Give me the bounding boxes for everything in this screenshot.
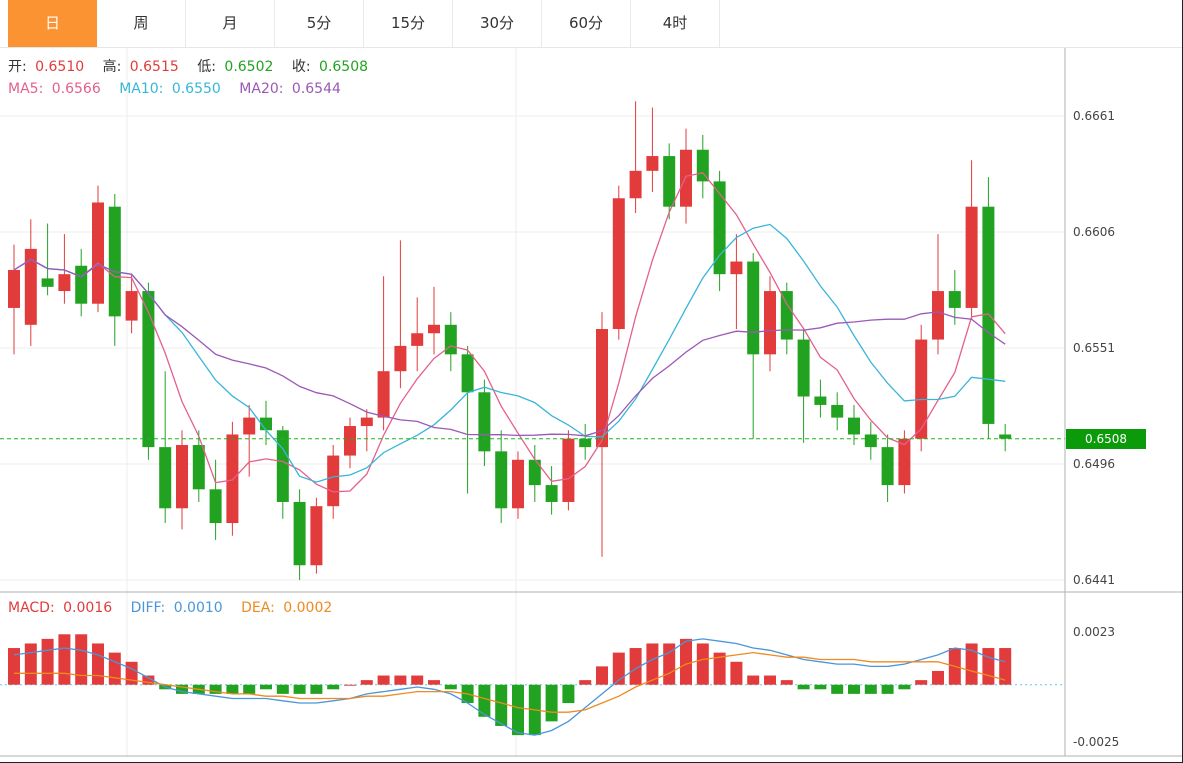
current-price-badge: 0.6508 <box>1066 428 1146 449</box>
tab-day[interactable]: 日 <box>8 0 97 47</box>
ma20-label: MA20: <box>239 81 284 97</box>
tab-30min[interactable]: 30分 <box>453 0 542 47</box>
low-label: 低: <box>197 59 216 75</box>
diff-label: DIFF: <box>130 600 166 616</box>
ma5-label: MA5: <box>8 81 44 97</box>
macd-label: MACD: <box>8 600 55 616</box>
macd-pane <box>0 634 1065 736</box>
open-value: 0.6510 <box>35 59 85 75</box>
candlestick-macd-chart[interactable]: 0.6661 0.6606 0.6551 0.6496 0.6441 0.0023 -0.0… <box>0 48 1183 763</box>
axes: 0.6661 0.6606 0.6551 0.6496 0.6441 0.0023 -0.0… <box>0 48 1182 757</box>
svg-text:0.6606: 0.6606 <box>1073 225 1115 239</box>
ma10-value: 0.6550 <box>171 81 221 97</box>
open-label: 开: <box>8 59 27 75</box>
svg-text:0.6551: 0.6551 <box>1073 341 1115 355</box>
ma-lines <box>13 172 1006 493</box>
dea-value: 0.0002 <box>283 600 333 616</box>
tab-week[interactable]: 周 <box>97 0 186 47</box>
tab-4hour[interactable]: 4时 <box>631 0 720 47</box>
chart-area: 0.6661 0.6606 0.6551 0.6496 0.6441 0.0023 -0.0… <box>0 48 1183 763</box>
macd-value: 0.0016 <box>63 600 113 616</box>
svg-text:-0.0025: -0.0025 <box>1073 735 1119 749</box>
high-label: 高: <box>102 59 122 75</box>
svg-text:0.0023: 0.0023 <box>1073 625 1115 639</box>
high-value: 0.6515 <box>129 59 179 75</box>
ma10-label: MA10: <box>119 81 164 97</box>
tab-60min[interactable]: 60分 <box>542 0 631 47</box>
low-value: 0.6502 <box>224 59 274 75</box>
tab-5min[interactable]: 5分 <box>275 0 364 47</box>
dea-label: DEA: <box>241 600 275 616</box>
timeframe-tabbar: 日周月 5分 15分 30分 60分 4时 <box>0 0 1182 48</box>
tab-15min[interactable]: 15分 <box>364 0 453 47</box>
svg-text:0.6496: 0.6496 <box>1073 457 1115 471</box>
diff-value: 0.0010 <box>173 600 223 616</box>
macd-header: MACD: 0.0016 DIFF: 0.0010 DEA: 0.0002 <box>8 600 336 616</box>
ma-header: MA5: 0.6566 MA10: 0.6550 MA20: 0.6544 <box>8 81 345 97</box>
candles <box>8 101 1012 580</box>
tab-month[interactable]: 月 <box>186 0 275 47</box>
svg-text:0.6661: 0.6661 <box>1073 109 1115 123</box>
close-label: 收: <box>291 59 311 75</box>
ma20-value: 0.6544 <box>291 81 341 97</box>
ma5-value: 0.6566 <box>51 81 101 97</box>
ohlc-header: 开: 0.6510 高: 0.6515 低: 0.6502 收: 0.6508 <box>8 56 372 76</box>
close-value: 0.6508 <box>319 59 369 75</box>
svg-text:0.6441: 0.6441 <box>1073 573 1115 587</box>
